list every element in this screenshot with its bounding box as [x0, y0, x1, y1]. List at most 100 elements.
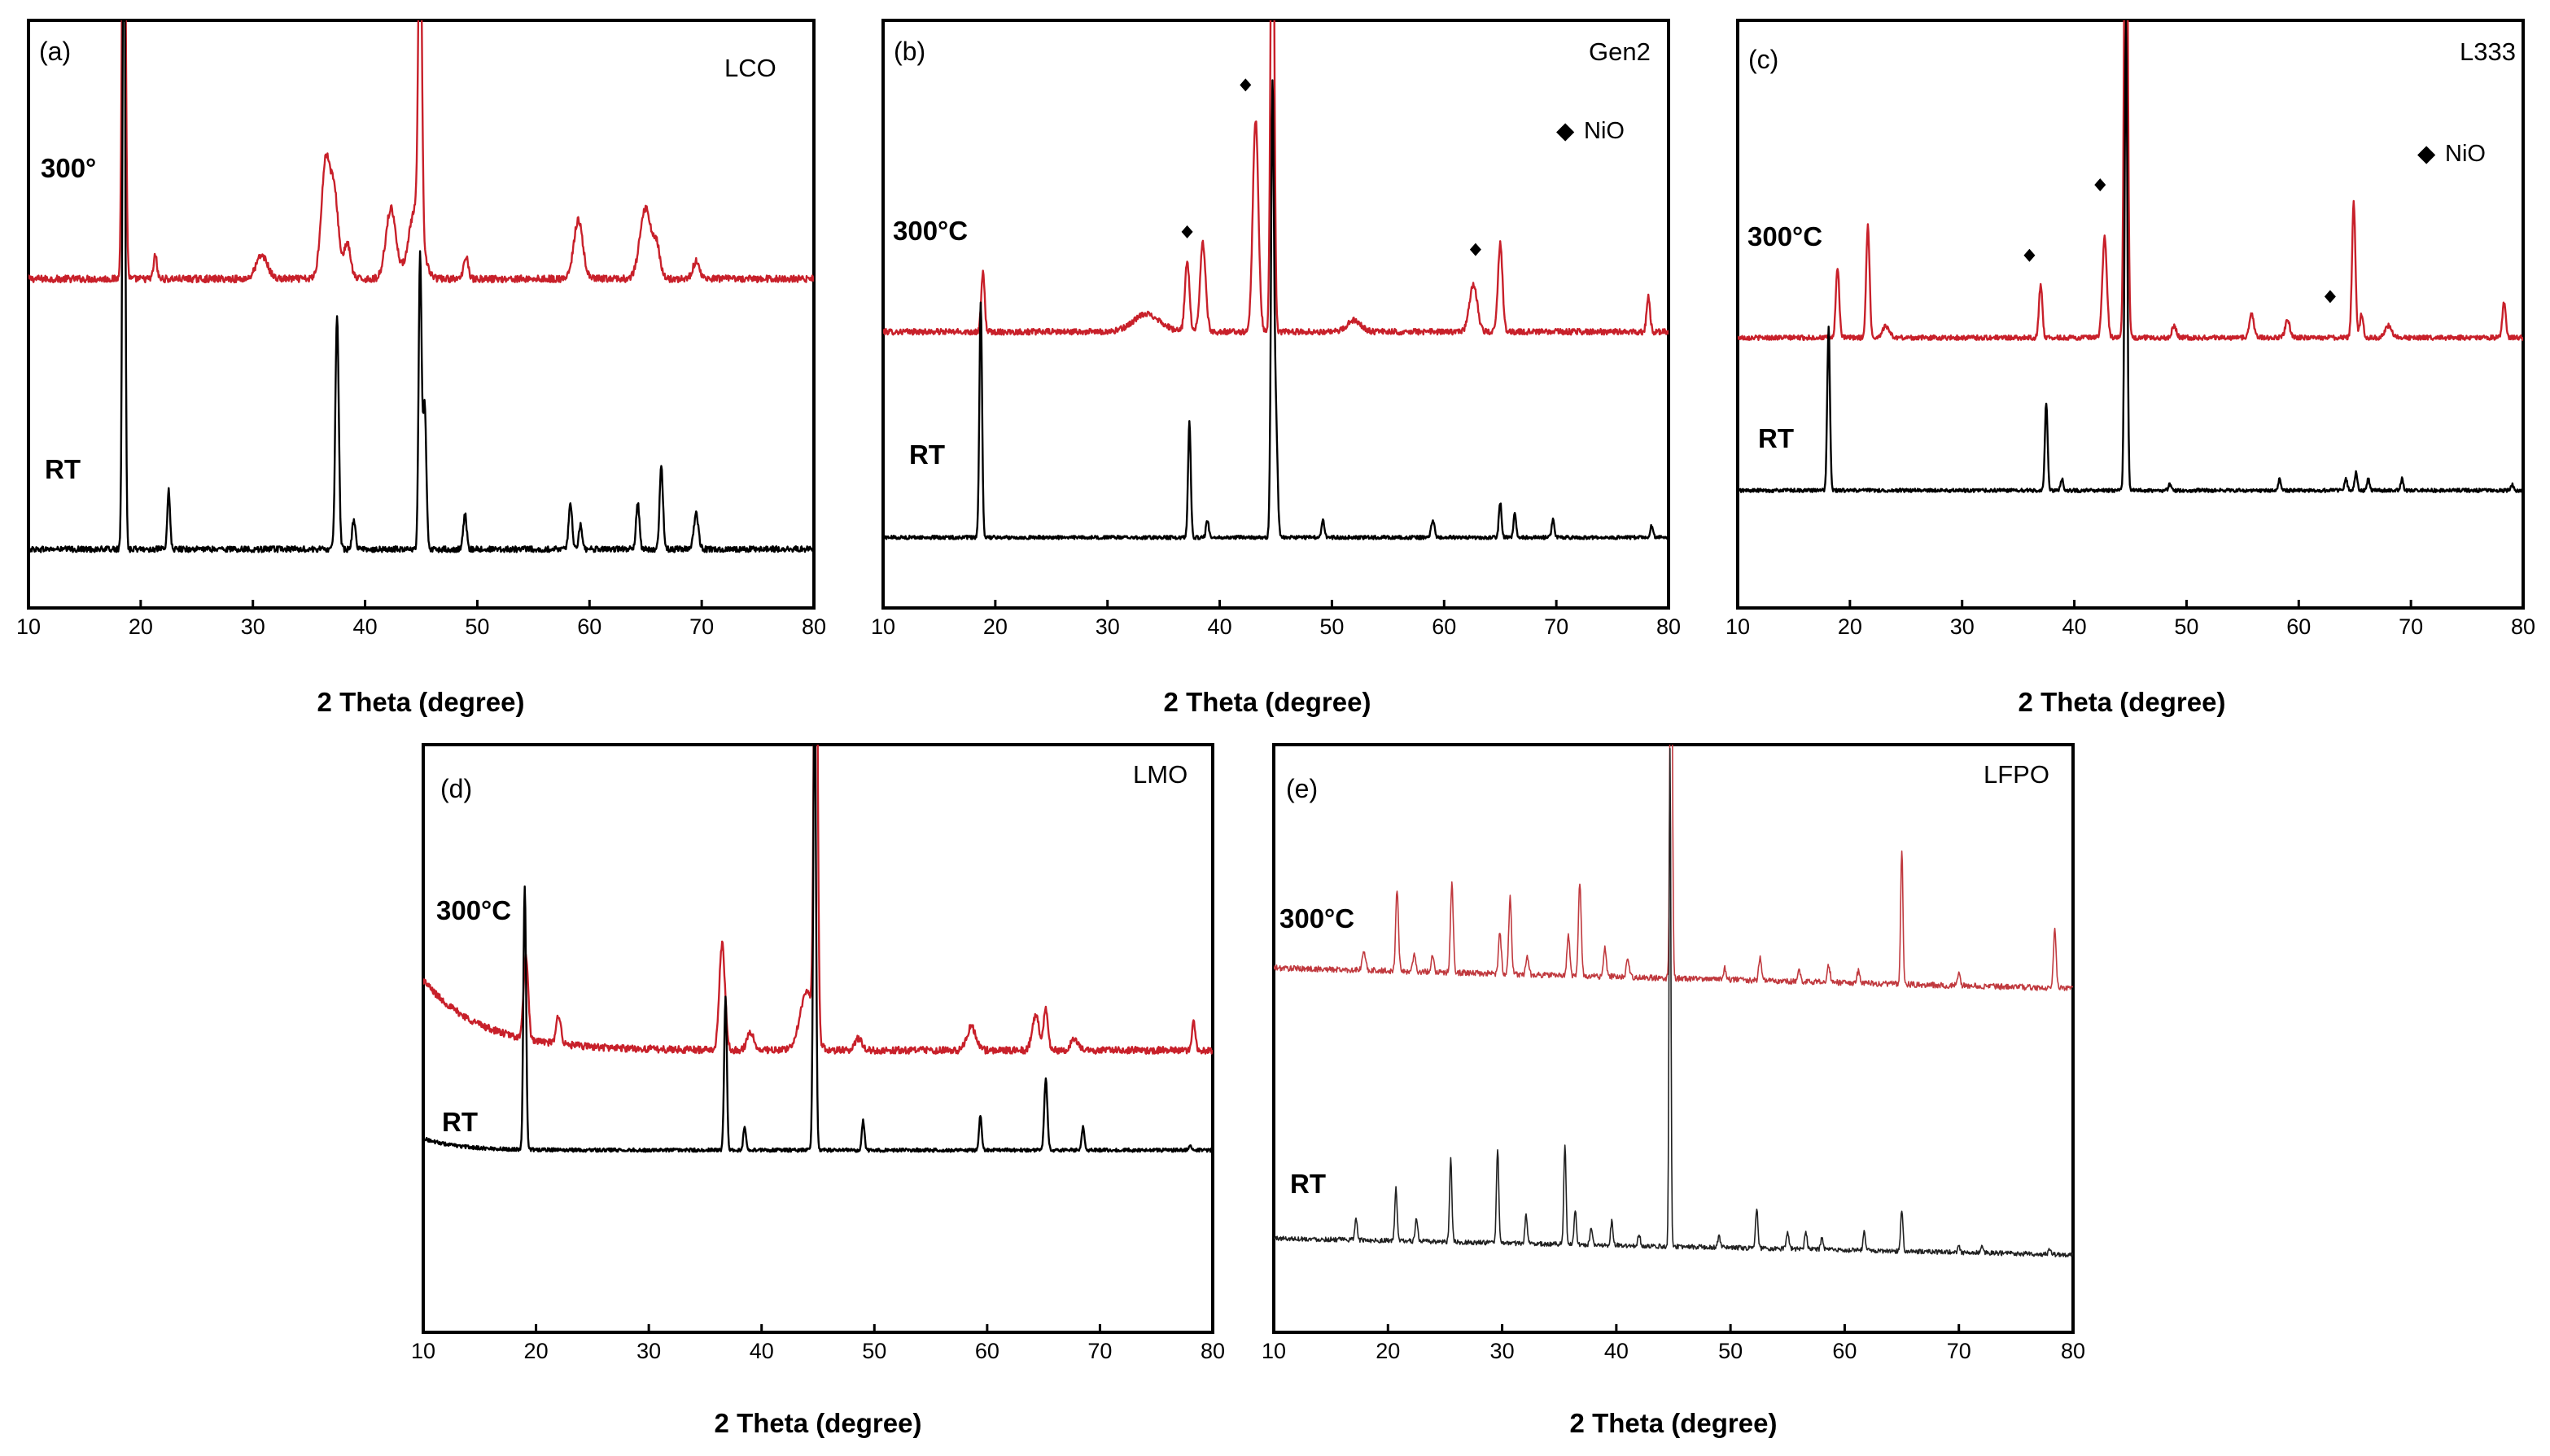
x-tick-label: 60 [577, 614, 601, 639]
x-tick-label: 60 [1432, 614, 1456, 639]
panel-e: 10 20 30 40 50 60 70 80 (e) LFPO 300°C RT 2 The… [1262, 743, 2085, 1438]
x-tick-label: 20 [524, 1339, 549, 1363]
x-tick-label: 80 [802, 614, 826, 639]
x-tick-label: 40 [1604, 1339, 1629, 1363]
series-label-heated: 300°C [436, 895, 511, 925]
x-tick-label: 70 [1947, 1339, 1971, 1363]
x-tick-label: 40 [2062, 614, 2087, 639]
x-ticks: 10 20 30 40 50 60 70 80 [16, 600, 826, 639]
x-tick-label: 10 [411, 1339, 435, 1363]
x-tick-label: 20 [983, 614, 1008, 639]
nio-marker [1469, 243, 1481, 256]
x-tick-label: 40 [750, 1339, 774, 1363]
x-tick-label: 30 [1490, 1339, 1515, 1363]
x-axis-label: 2 Theta (degree) [2019, 687, 2226, 717]
sample-label: LFPO [1984, 760, 2049, 789]
x-axis-label: 2 Theta (degree) [1164, 687, 1371, 717]
series-label-rt: RT [1758, 423, 1794, 453]
nio-marker [2023, 248, 2036, 262]
panel-c: 10 20 30 40 50 60 70 80 (c) L333 ◆ NiO 300°C RT… [1726, 19, 2535, 717]
panel-label: (d) [440, 774, 472, 803]
panel-d: 10 20 30 40 50 60 70 80 (d) LMO 300°C RT 2 Thet… [411, 743, 1225, 1438]
x-tick-label: 10 [16, 614, 41, 639]
plot-frame [1272, 743, 2075, 1334]
sample-label: L333 [2460, 37, 2516, 66]
x-tick-label: 30 [1950, 614, 1975, 639]
x-axis-label: 2 Theta (degree) [317, 687, 525, 717]
traces [423, 745, 1213, 1153]
x-tick-label: 70 [689, 614, 714, 639]
x-ticks: 10 20 30 40 50 60 70 80 [1726, 600, 2535, 639]
series-line-heated [1274, 745, 2073, 991]
series-label-rt: RT [442, 1107, 478, 1137]
series-line-rt [28, 20, 814, 553]
legend-text: NiO [2445, 141, 2486, 167]
traces [1274, 745, 2073, 1258]
traces [1738, 20, 2523, 493]
x-axis-label: 2 Theta (degree) [1570, 1408, 1778, 1438]
panel-b: 10 20 30 40 50 60 70 80 (b) Gen2 ◆ NiO 300°C RT… [871, 19, 1681, 717]
traces [883, 20, 1669, 540]
x-tick-label: 50 [862, 1339, 886, 1363]
nio-marker [2324, 290, 2336, 304]
x-tick-label: 40 [1208, 614, 1232, 639]
legend-text: NiO [1584, 118, 1625, 144]
x-tick-label: 70 [2399, 614, 2423, 639]
x-tick-label: 80 [1201, 1339, 1225, 1363]
series-line-heated [883, 20, 1669, 336]
series-label-heated: 300°C [893, 216, 968, 246]
panel-label: (b) [894, 37, 925, 66]
nio-marker [2094, 178, 2106, 192]
nio-markers [1181, 78, 1481, 256]
x-tick-label: 50 [1718, 1339, 1743, 1363]
x-tick-label: 30 [241, 614, 265, 639]
x-tick-label: 40 [353, 614, 378, 639]
x-tick-label: 70 [1087, 1339, 1112, 1363]
x-tick-label: 80 [1656, 614, 1681, 639]
series-line-rt [883, 79, 1669, 540]
panel-label: (a) [39, 37, 71, 66]
x-tick-label: 50 [465, 614, 489, 639]
nio-marker [1240, 78, 1252, 92]
panel-label: (e) [1286, 774, 1318, 803]
sample-label: Gen2 [1589, 37, 1651, 66]
panel-a: 10 20 30 40 50 60 70 80 (a) LCO 300° RT 2 Theta… [16, 19, 826, 717]
series-label-heated: 300°C [1747, 221, 1822, 251]
plot-frame [881, 19, 1670, 610]
x-tick-label: 80 [2511, 614, 2535, 639]
panel-label: (c) [1748, 45, 1778, 74]
x-tick-label: 70 [1544, 614, 1568, 639]
series-line-rt [1738, 20, 2523, 493]
x-tick-label: 80 [2061, 1339, 2085, 1363]
sample-label: LMO [1133, 760, 1188, 789]
series-label-heated: 300°C [1279, 903, 1354, 934]
x-ticks: 10 20 30 40 50 60 70 80 [871, 600, 1681, 639]
x-tick-label: 10 [871, 614, 895, 639]
series-label-rt: RT [1290, 1169, 1326, 1199]
x-tick-label: 20 [1838, 614, 1862, 639]
x-tick-label: 20 [129, 614, 153, 639]
series-label-rt: RT [909, 439, 945, 470]
series-line-rt [423, 745, 1213, 1153]
x-axis-label: 2 Theta (degree) [715, 1408, 922, 1438]
x-tick-label: 30 [1096, 614, 1120, 639]
series-label-rt: RT [45, 454, 81, 484]
legend-symbol: ◆ [2417, 141, 2436, 167]
series-line-heated [28, 20, 814, 284]
legend-symbol: ◆ [1556, 118, 1575, 144]
plot-frame [1736, 19, 2525, 610]
sample-label: LCO [724, 54, 776, 82]
x-tick-label: 60 [2286, 614, 2311, 639]
x-ticks: 10 20 30 40 50 60 70 80 [411, 1324, 1225, 1363]
x-tick-label: 20 [1376, 1339, 1400, 1363]
x-ticks: 10 20 30 40 50 60 70 80 [1262, 1324, 2085, 1363]
series-line-rt [1274, 747, 2073, 1258]
x-tick-label: 50 [2174, 614, 2198, 639]
x-tick-label: 60 [975, 1339, 999, 1363]
nio-marker [1181, 225, 1193, 238]
nio-markers [2023, 178, 2336, 304]
traces [28, 20, 814, 553]
x-tick-label: 10 [1262, 1339, 1286, 1363]
series-label-heated: 300° [41, 153, 96, 183]
